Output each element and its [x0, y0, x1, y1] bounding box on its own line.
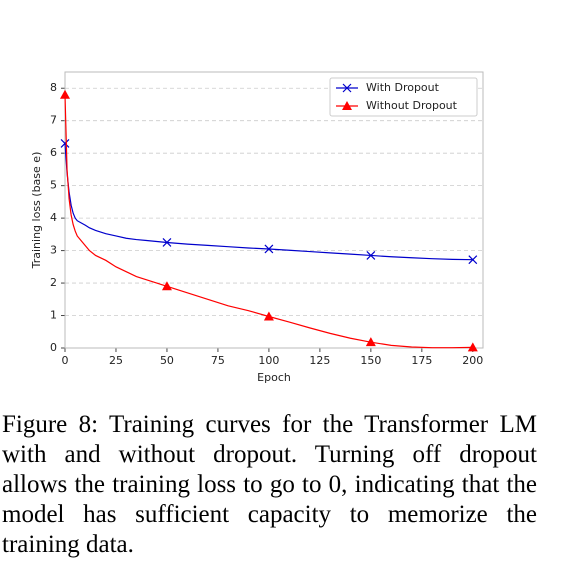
- caption: Figure 8: Training curves for the Transf…: [2, 411, 537, 558]
- y-tick-label: 2: [50, 276, 57, 289]
- plot-frame: [64, 71, 484, 349]
- x-tick-label: 0: [62, 354, 69, 367]
- y-axis-label: Training loss (base e): [30, 152, 43, 270]
- marker: [60, 139, 70, 148]
- x-tick-label: 125: [309, 354, 330, 367]
- legend-box: [329, 77, 478, 117]
- y-tick-label: 0: [50, 341, 57, 354]
- x-tick-label: 25: [109, 354, 123, 367]
- marker: [467, 342, 478, 352]
- marker: [263, 311, 274, 321]
- y-tick-label: 3: [50, 244, 57, 257]
- y-tick-label: 5: [50, 179, 57, 192]
- marker: [161, 281, 172, 291]
- x-tick-label: 75: [211, 354, 225, 367]
- y-tick-label: 1: [50, 309, 57, 322]
- legend-marker: [342, 83, 352, 93]
- legend-label: Without Dropout: [366, 99, 458, 112]
- y-tick-label: 7: [50, 114, 57, 127]
- y-tick-label: 4: [50, 211, 57, 224]
- x-tick-label: 150: [360, 354, 381, 367]
- chart: Epoch Training loss (base e) 0 1 2 3 4 5 6 7 8 0 2…: [30, 71, 484, 384]
- line: [64, 94, 473, 349]
- y-tick-label: 8: [50, 81, 57, 94]
- x-tick-label: 175: [411, 354, 432, 367]
- marker: [468, 255, 478, 265]
- marker: [365, 337, 376, 347]
- x-axis-label: Epoch: [257, 371, 291, 384]
- x-tick-label: 200: [462, 354, 483, 367]
- x-tick-label: 100: [258, 354, 279, 367]
- line: [64, 143, 473, 261]
- marker: [162, 238, 172, 247]
- legend-label: With Dropout: [366, 81, 440, 94]
- y-tick-label: 6: [50, 146, 57, 159]
- marker: [60, 89, 70, 99]
- x-tick-label: 50: [160, 354, 174, 367]
- marker: [264, 244, 274, 254]
- legend-marker: [342, 101, 352, 110]
- marker: [366, 251, 376, 260]
